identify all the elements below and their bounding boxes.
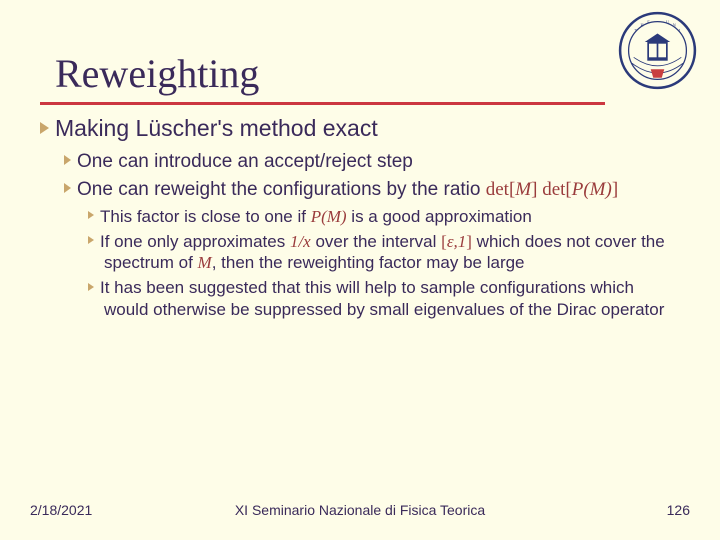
- bullet-level2: One can reweight the configurations by t…: [64, 178, 680, 202]
- slide-title: Reweighting: [55, 50, 259, 97]
- svg-text:H: H: [641, 23, 644, 28]
- bullet-level3: This factor is close to one if P(M) is a…: [88, 206, 680, 227]
- level2-text: One can introduce an accept/reject step: [77, 151, 413, 172]
- bullet-level3: If one only approximates 1/x over the in…: [88, 231, 680, 274]
- svg-text:E: E: [647, 19, 650, 24]
- footer-venue: XI Seminario Nazionale di Fisica Teorica: [0, 502, 720, 518]
- level3-text: If one only approximates 1/x over the in…: [100, 232, 665, 272]
- bullet-level2: One can introduce an accept/reject step: [64, 150, 680, 174]
- svg-text:T: T: [635, 28, 638, 33]
- bullet-level1: Making Lüscher's method exact: [40, 115, 680, 142]
- triangle-bullet-icon: [64, 183, 71, 193]
- title-underline: [40, 102, 605, 105]
- triangle-bullet-icon: [40, 122, 49, 134]
- triangle-bullet-icon: [88, 211, 94, 219]
- bullet-level3: It has been suggested that this will hel…: [88, 277, 680, 320]
- footer-page-number: 126: [667, 502, 690, 518]
- university-crest-logo: THE UNI: [615, 8, 700, 93]
- level1-text: Making Lüscher's method exact: [55, 115, 378, 141]
- level3-text: It has been suggested that this will hel…: [100, 278, 664, 318]
- level2-text: One can reweight the configurations by t…: [77, 179, 618, 200]
- svg-text:U: U: [666, 19, 669, 24]
- triangle-bullet-icon: [88, 236, 94, 244]
- triangle-bullet-icon: [88, 283, 94, 291]
- svg-text:N: N: [673, 23, 676, 28]
- triangle-bullet-icon: [64, 155, 71, 165]
- slide-content: Making Lüscher's method exact One can in…: [40, 115, 680, 324]
- level3-text: This factor is close to one if P(M) is a…: [100, 207, 532, 226]
